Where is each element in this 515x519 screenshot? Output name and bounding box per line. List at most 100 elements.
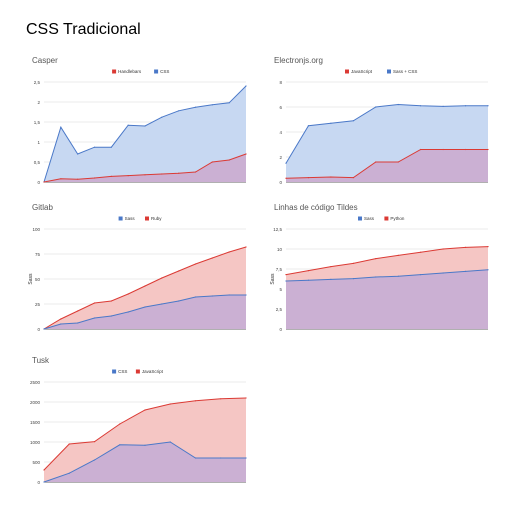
data-point [465, 149, 466, 150]
data-point [94, 147, 95, 148]
data-point [60, 127, 61, 128]
data-point [330, 279, 331, 280]
data-point [420, 149, 421, 150]
data-point [111, 300, 112, 301]
data-point [245, 397, 246, 398]
data-point [245, 246, 246, 247]
y-axis-label: Sass [270, 273, 276, 285]
data-point [128, 175, 129, 176]
data-point [178, 173, 179, 174]
data-point [229, 102, 230, 103]
data-point [245, 85, 246, 86]
data-point [69, 473, 70, 474]
legend-label: CSS [118, 369, 127, 374]
y-tick-label: 1,5 [34, 120, 41, 125]
data-point [212, 161, 213, 162]
data-point [77, 179, 78, 180]
data-point [465, 247, 466, 248]
y-tick-label: 2,5 [276, 307, 283, 312]
legend-swatch [119, 217, 123, 221]
y-tick-label: 0,5 [34, 160, 41, 165]
data-point [398, 161, 399, 162]
data-point [77, 310, 78, 311]
y-tick-label: 500 [32, 460, 40, 465]
data-point [443, 106, 444, 107]
legend-label: Handlebars [118, 69, 142, 74]
legend-swatch [358, 217, 362, 221]
y-tick-label: 2,5 [34, 80, 41, 85]
chart-svg: 0 25 50 75 100 Sass Sass Ruby [26, 203, 266, 353]
chart-electronjs: Electronjs.org 0 2 4 6 8 JavaScript Sass + CSS [268, 56, 508, 206]
legend-swatch [345, 70, 349, 74]
data-point [330, 123, 331, 124]
y-tick-label: 2000 [30, 400, 41, 405]
data-point [195, 263, 196, 264]
data-point [178, 270, 179, 271]
data-point [43, 328, 44, 329]
data-point [195, 171, 196, 172]
legend-label: JavaScript [142, 369, 164, 374]
data-point [465, 105, 466, 106]
data-point [128, 125, 129, 126]
data-point [60, 178, 61, 179]
y-tick-label: 8 [279, 80, 282, 85]
data-point [420, 105, 421, 106]
data-point [94, 441, 95, 442]
legend-swatch [387, 70, 391, 74]
y-tick-label: 7,5 [276, 267, 283, 272]
chart-casper: Casper 0 0,5 1 1,5 2 2,5 Handlebars CSS [26, 56, 266, 206]
data-point [420, 274, 421, 275]
data-point [229, 294, 230, 295]
data-point [443, 248, 444, 249]
data-point [170, 403, 171, 404]
data-point [353, 120, 354, 121]
data-point [285, 163, 286, 164]
y-tick-label: 1500 [30, 420, 41, 425]
data-point [128, 293, 129, 294]
y-tick-label: 10 [277, 247, 283, 252]
data-point [308, 125, 309, 126]
chart-svg: 02468JavaScript Sass + CSS [268, 56, 508, 206]
data-point [144, 306, 145, 307]
data-point [77, 322, 78, 323]
data-point [195, 107, 196, 108]
y-tick-label: 1 [37, 140, 40, 145]
y-axis-label: Sass [28, 273, 34, 285]
y-tick-label: 0 [37, 480, 40, 485]
chart-svg: 02,557,51012,5SassSass Python [268, 203, 508, 353]
data-point [94, 302, 95, 303]
data-point [144, 409, 145, 410]
data-point [119, 444, 120, 445]
y-tick-label: 5 [279, 287, 282, 292]
data-point [375, 161, 376, 162]
data-point [60, 318, 61, 319]
data-point [285, 178, 286, 179]
data-point [111, 315, 112, 316]
legend-swatch [136, 370, 140, 374]
data-point [128, 311, 129, 312]
data-point [245, 153, 246, 154]
data-point [229, 159, 230, 160]
chart-svg: 05001000150020002500CSS JavaScript [26, 356, 266, 506]
data-point [170, 441, 171, 442]
y-tick-label: 50 [35, 277, 41, 282]
data-point [178, 300, 179, 301]
data-point [111, 147, 112, 148]
data-point [398, 276, 399, 277]
data-point [195, 457, 196, 458]
data-point [161, 117, 162, 118]
data-point [43, 481, 44, 482]
y-tick-label: 0 [279, 327, 282, 332]
data-point [161, 277, 162, 278]
y-tick-label: 4 [279, 130, 282, 135]
y-tick-label: 0 [37, 327, 40, 332]
data-point [161, 303, 162, 304]
data-point [375, 276, 376, 277]
data-point [195, 400, 196, 401]
data-point [487, 105, 488, 106]
data-point [43, 181, 44, 182]
data-point [195, 296, 196, 297]
legend-swatch [145, 217, 149, 221]
data-point [245, 457, 246, 458]
data-point [375, 106, 376, 107]
